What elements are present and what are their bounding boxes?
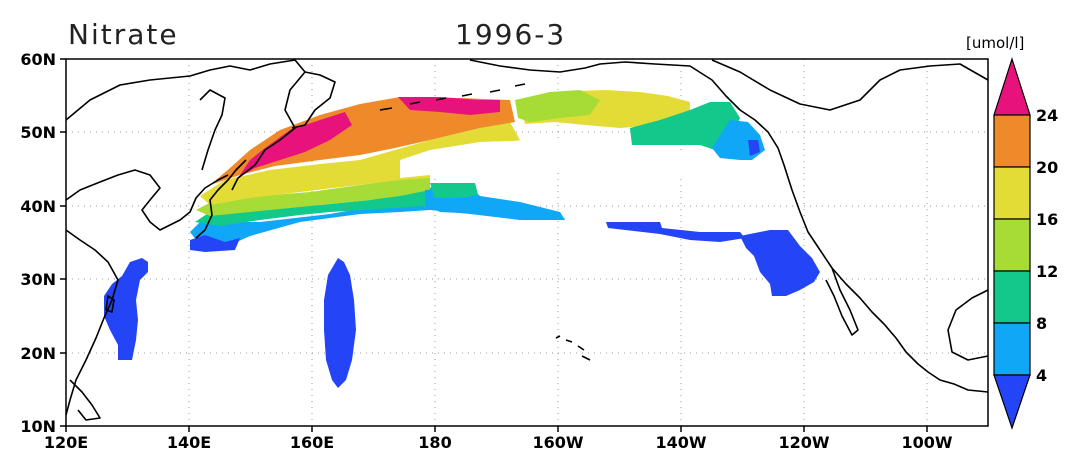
colorbar-label: 20 <box>1036 158 1058 177</box>
coastline-hawaii <box>555 335 591 361</box>
lon-tick-label: 120E <box>44 433 88 452</box>
colorbar-bottom-arrow <box>993 374 1031 430</box>
colorbar-labels: 24 20 16 12 8 4 <box>1036 106 1058 385</box>
contour-16-20-band <box>200 122 520 205</box>
lat-tick-label: 20N <box>20 344 56 363</box>
contour-12-16-south <box>196 178 430 216</box>
coastline-philippines <box>69 379 101 421</box>
map-frame <box>65 58 989 427</box>
map-panel <box>65 58 989 427</box>
lat-tick-label: 40N <box>20 197 56 216</box>
colorbar <box>993 57 1031 430</box>
low-nitrate-patches <box>104 222 820 388</box>
contour-20-24-band <box>210 97 515 185</box>
lon-tick-label: 100W <box>901 433 952 452</box>
lon-tick-labels: 120E 140E 160E 180 160W 140W 120W 100W <box>44 433 953 452</box>
colorbar-segment <box>993 218 1031 272</box>
no-data-gap <box>400 140 770 180</box>
patch-central <box>324 258 356 388</box>
colorbar-label: 4 <box>1036 366 1047 385</box>
lon-tick-label: 140W <box>655 433 706 452</box>
colorbar-segment <box>993 322 1031 376</box>
lon-tick-label: 140E <box>167 433 211 452</box>
lat-tick-label: 30N <box>20 270 56 289</box>
grid-lines <box>66 59 988 426</box>
coastline-japan <box>195 159 247 239</box>
contour-24-plus-west <box>238 112 352 178</box>
colorbar-label: 16 <box>1036 210 1058 229</box>
coastline-canada-north <box>711 59 989 111</box>
contour-24-plus-center <box>398 97 500 115</box>
lon-tick-label: 160E <box>290 433 334 452</box>
coastlines <box>65 59 989 421</box>
lat-tick-label: 50N <box>20 123 56 142</box>
lat-tick-labels: 10N 20N 30N 40N 50N 60N <box>20 50 56 436</box>
lon-tick-label: 120W <box>778 433 829 452</box>
colorbar-segment <box>993 114 1031 168</box>
patch-west <box>104 258 148 360</box>
contour-8-12-east <box>630 102 740 150</box>
lon-tick-label: 180 <box>418 433 451 452</box>
lat-tick-label: 10N <box>20 417 56 436</box>
contour-8-12-mid <box>430 183 478 198</box>
colorbar-label: 12 <box>1036 262 1058 281</box>
lon-tick-label: 160W <box>532 433 583 452</box>
colorbar-top-arrow <box>993 57 1031 116</box>
coastline-china-korea <box>65 169 229 231</box>
coastline-taiwan <box>105 295 115 313</box>
unit-label: [umol/l] <box>966 34 1024 52</box>
patch-east-thin <box>606 222 745 242</box>
contour-0-4-east-spot <box>748 140 760 156</box>
colorbar-segment <box>993 166 1031 220</box>
coastline-baja <box>825 267 859 336</box>
coastline-gulf <box>947 289 989 361</box>
date-title: 1996-3 <box>455 18 566 51</box>
coastline-aleutians <box>379 83 526 111</box>
patch-east-california <box>740 230 820 296</box>
coastline-china-south <box>65 229 119 416</box>
axis-ticks <box>60 58 928 432</box>
nitrate-field <box>190 90 770 252</box>
coastline-kamchatka <box>291 71 336 129</box>
contour-0-4-kuroshio <box>190 235 240 252</box>
lat-tick-label: 60N <box>20 50 56 69</box>
colorbar-label: 8 <box>1036 314 1047 333</box>
coastline-asia-north <box>65 59 306 191</box>
variable-title: Nitrate <box>68 18 179 51</box>
coastline-okhotsk <box>199 89 226 171</box>
contour-12-16-east <box>515 90 600 122</box>
colorbar-label: 24 <box>1036 106 1058 125</box>
colorbar-segment <box>993 270 1031 324</box>
coastline-alaska <box>469 59 989 393</box>
